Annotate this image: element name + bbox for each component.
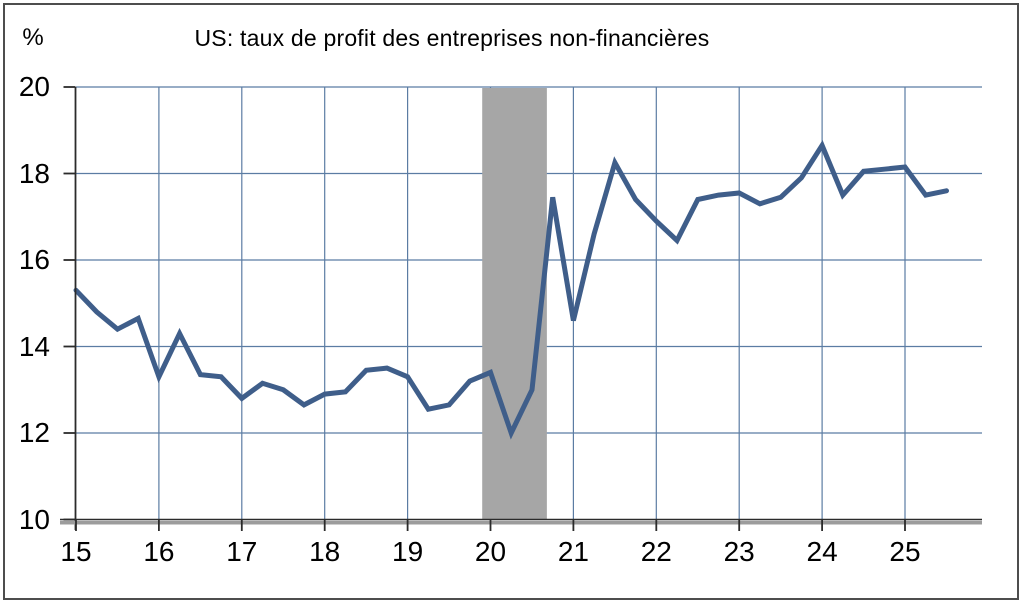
y-axis-unit-label: % [22, 24, 44, 51]
x-tick-label: 22 [640, 536, 672, 567]
x-tick-label: 24 [806, 536, 838, 567]
x-tick-label: 19 [392, 536, 424, 567]
y-tick-label: 20 [18, 71, 50, 102]
x-tick-label: 15 [60, 536, 92, 567]
x-tick-label: 16 [143, 536, 175, 567]
x-tick-label: 25 [889, 536, 921, 567]
x-tick-label: 18 [309, 536, 341, 567]
y-tick-label: 12 [18, 417, 50, 448]
x-tick-label: 21 [557, 536, 589, 567]
chart-title: US: taux de profit des entreprises non-f… [194, 25, 710, 51]
x-tick-label: 23 [723, 536, 755, 567]
profit-rate-line [73, 140, 949, 440]
x-tick-label: 17 [226, 536, 258, 567]
x-tick-label: 20 [474, 536, 507, 567]
y-tick-label: 18 [18, 157, 50, 189]
y-tick-label: 16 [18, 244, 50, 275]
y-tick-label: 10 [18, 503, 50, 535]
recession-band [482, 88, 547, 520]
y-tick-label: 14 [18, 330, 50, 362]
